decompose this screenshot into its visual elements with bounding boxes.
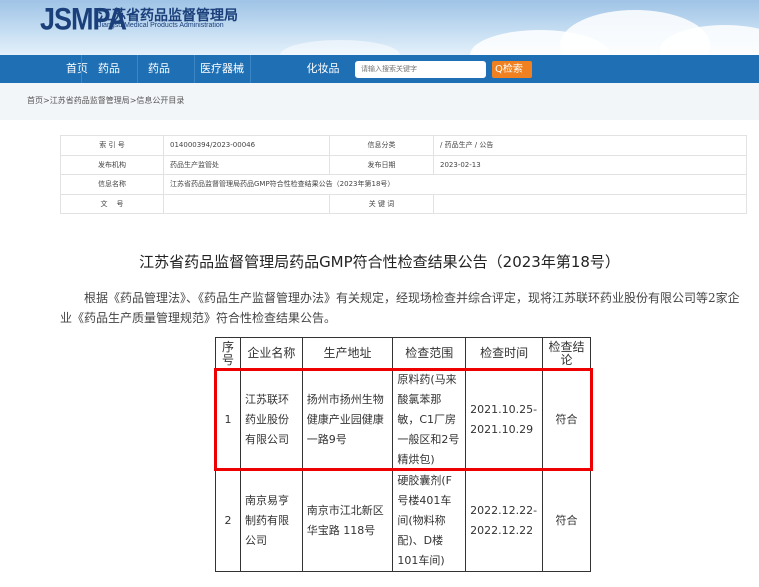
meta-label: 信息名称 (60, 174, 164, 195)
meta-value: 江苏省药品监督管理局药品GMP符合性检查结果公告（2023年第18号） (163, 174, 747, 195)
column-header: 检查范围 (392, 337, 467, 370)
cell-scope: 硬胶囊剂(F号楼401车间(物料称配)、D楼101车间) (392, 470, 467, 572)
site-name-en: Jiangsu Medical Products Administration (98, 22, 224, 29)
search-button[interactable]: Q检索 (492, 61, 532, 78)
cell-index: 2 (215, 470, 241, 572)
column-header: 检查结论 (542, 337, 591, 370)
article-paragraph: 根据《药品管理法》、《药品生产监督管理办法》有关规定，经现场检查并综合评定，现将… (60, 291, 740, 325)
column-header: 生产地址 (301, 337, 394, 370)
meta-label: 发布日期 (329, 154, 434, 175)
site-name-cn: 江苏省药品监督管理局 (98, 8, 238, 24)
nav-home[interactable]: 首页 (66, 62, 88, 75)
meta-value: / 药品生产 / 公告 (433, 135, 747, 156)
cell-index: 1 (215, 369, 241, 471)
article-title: 江苏省药品监督管理局药品GMP符合性检查结果公告（2023年第18号） (139, 253, 620, 271)
nav-drugs-label[interactable]: 药品 (98, 62, 120, 75)
cell-company: 江苏联环药业股份有限公司 (239, 369, 303, 471)
cell-scope: 原料药(马来酸氯苯那敏，C1厂房一般区和2号精烘包) (392, 369, 467, 471)
nav-drugs[interactable]: 药品 (148, 62, 170, 75)
breadcrumb[interactable]: 首页>江苏省药品监督管理局>信息公开目录 (27, 96, 185, 105)
cell-address: 扬州市扬州生物健康产业园健康一路9号 (301, 369, 394, 471)
meta-label: 文 号 (60, 193, 164, 214)
cell-address: 南京市江北新区华宝路 118号 (301, 470, 394, 572)
meta-label: 关 键 词 (329, 193, 434, 214)
table-row: 1 江苏联环药业股份有限公司 扬州市扬州生物健康产业园健康一路9号 原料药(马来… (215, 369, 591, 471)
cell-time: 2021.10.25-2021.10.29 (465, 369, 544, 471)
cell-company: 南京易亨制药有限公司 (239, 470, 303, 572)
meta-value (433, 193, 747, 214)
cell-result: 符合 (542, 470, 591, 572)
site-logo[interactable]: JSMPA (40, 1, 127, 37)
column-header: 企业名称 (239, 337, 303, 370)
nav-medical-devices[interactable]: 医疗器械 (200, 62, 244, 75)
breadcrumb-bar: 首页>江苏省药品监督管理局>信息公开目录 (0, 83, 759, 120)
column-header: 检查时间 (465, 337, 544, 370)
nav-cosmetics[interactable]: 化妆品 (306, 62, 340, 75)
header-banner: JSMPA 江苏省药品监督管理局 Jiangsu Medical Product… (0, 0, 759, 55)
search-input[interactable] (355, 61, 486, 78)
cell-time: 2022.12.22-2022.12.22 (465, 470, 544, 572)
meta-label: 信息分类 (329, 135, 434, 156)
info-meta-table: 索 引 号 014000394/2023-00046 信息分类 / 药品生产 / 公告… (60, 135, 747, 214)
cell-result: 符合 (542, 369, 591, 471)
meta-value (163, 193, 330, 214)
meta-value: 014000394/2023-00046 (163, 135, 330, 156)
meta-value: 药品生产监管处 (163, 154, 330, 175)
meta-value: 2023-02-13 (433, 154, 747, 175)
meta-label: 索 引 号 (60, 135, 164, 156)
table-row: 2 南京易亨制药有限公司 南京市江北新区华宝路 118号 硬胶囊剂(F号楼401… (215, 470, 591, 572)
meta-label: 发布机构 (60, 154, 164, 175)
column-header: 序号 (215, 337, 241, 370)
gmp-results-table: 序号 企业名称 生产地址 检查范围 检查时间 检查结论 1 江苏联环药业股份有限… (215, 337, 591, 572)
